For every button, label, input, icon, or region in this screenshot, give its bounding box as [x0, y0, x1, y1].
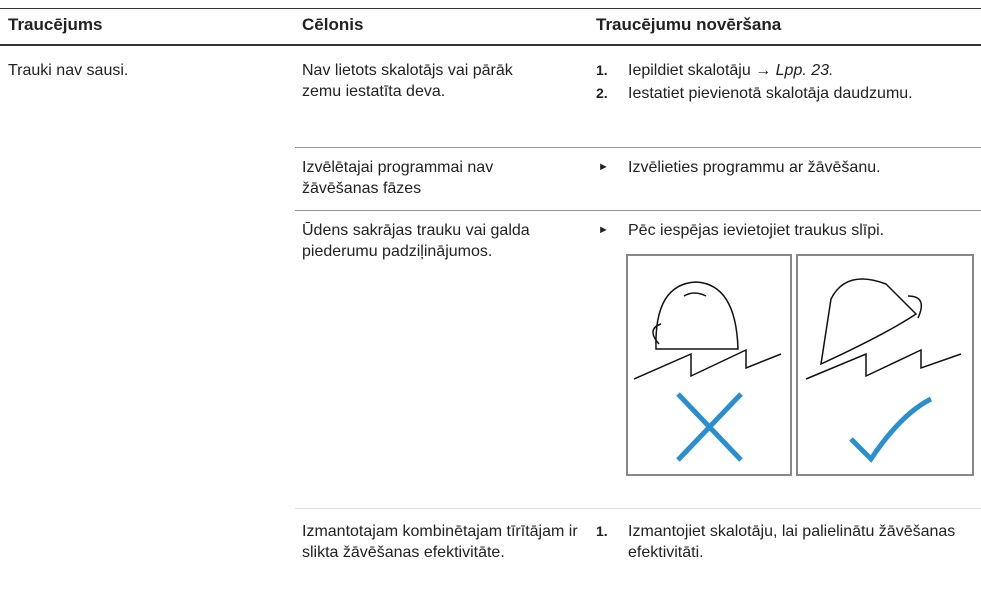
panel: [796, 254, 974, 476]
bullet: ►: [598, 161, 609, 173]
remedy: Izvēlieties programmu ar žāvēšanu.: [628, 159, 881, 176]
page-ref: Lpp. 23.: [775, 62, 834, 79]
step-text: Iestatiet pievienotā skalotāja daudzumu.: [628, 85, 913, 102]
illustration: [626, 254, 974, 476]
rule: [0, 44, 981, 46]
header: Traucējumu novēršana: [596, 15, 782, 34]
rule: [295, 147, 981, 148]
header: Cēlonis: [302, 15, 364, 34]
cause: Izmantotajam kombinētajam tīrītājam ir s…: [302, 523, 578, 561]
panel: [626, 254, 792, 476]
problem: Trauki nav sausi.: [8, 62, 129, 79]
step-num: 2.: [596, 85, 608, 101]
cross: [676, 392, 743, 462]
header: Traucējums: [8, 15, 103, 34]
right-cup: [805, 278, 962, 380]
wrong-cup: [633, 281, 782, 380]
cause: Izvēlētajai programmai nav žāvēšanas fāz…: [302, 159, 494, 197]
remedy: Pēc iespējas ievietojiet traukus slīpi.: [628, 222, 885, 239]
rule: [295, 508, 981, 509]
rule: [0, 8, 981, 9]
step-text: Iepildiet skalotāju →: [628, 62, 772, 79]
step-num: 1.: [596, 62, 608, 78]
step-num: 1.: [596, 523, 608, 539]
bullet: ►: [598, 224, 609, 236]
step-text: Izmantojiet skalotāju, lai palielinātu ž…: [628, 523, 956, 561]
check: [849, 396, 933, 463]
step: Iepildiet skalotāju → Lpp. 23.: [628, 60, 833, 81]
cause: Ūdens sakrājas trauku vai galda piederum…: [302, 222, 530, 260]
rule: [295, 210, 981, 211]
cause: Nav lietots skalotājs vai pārāk zemu ies…: [302, 62, 513, 100]
